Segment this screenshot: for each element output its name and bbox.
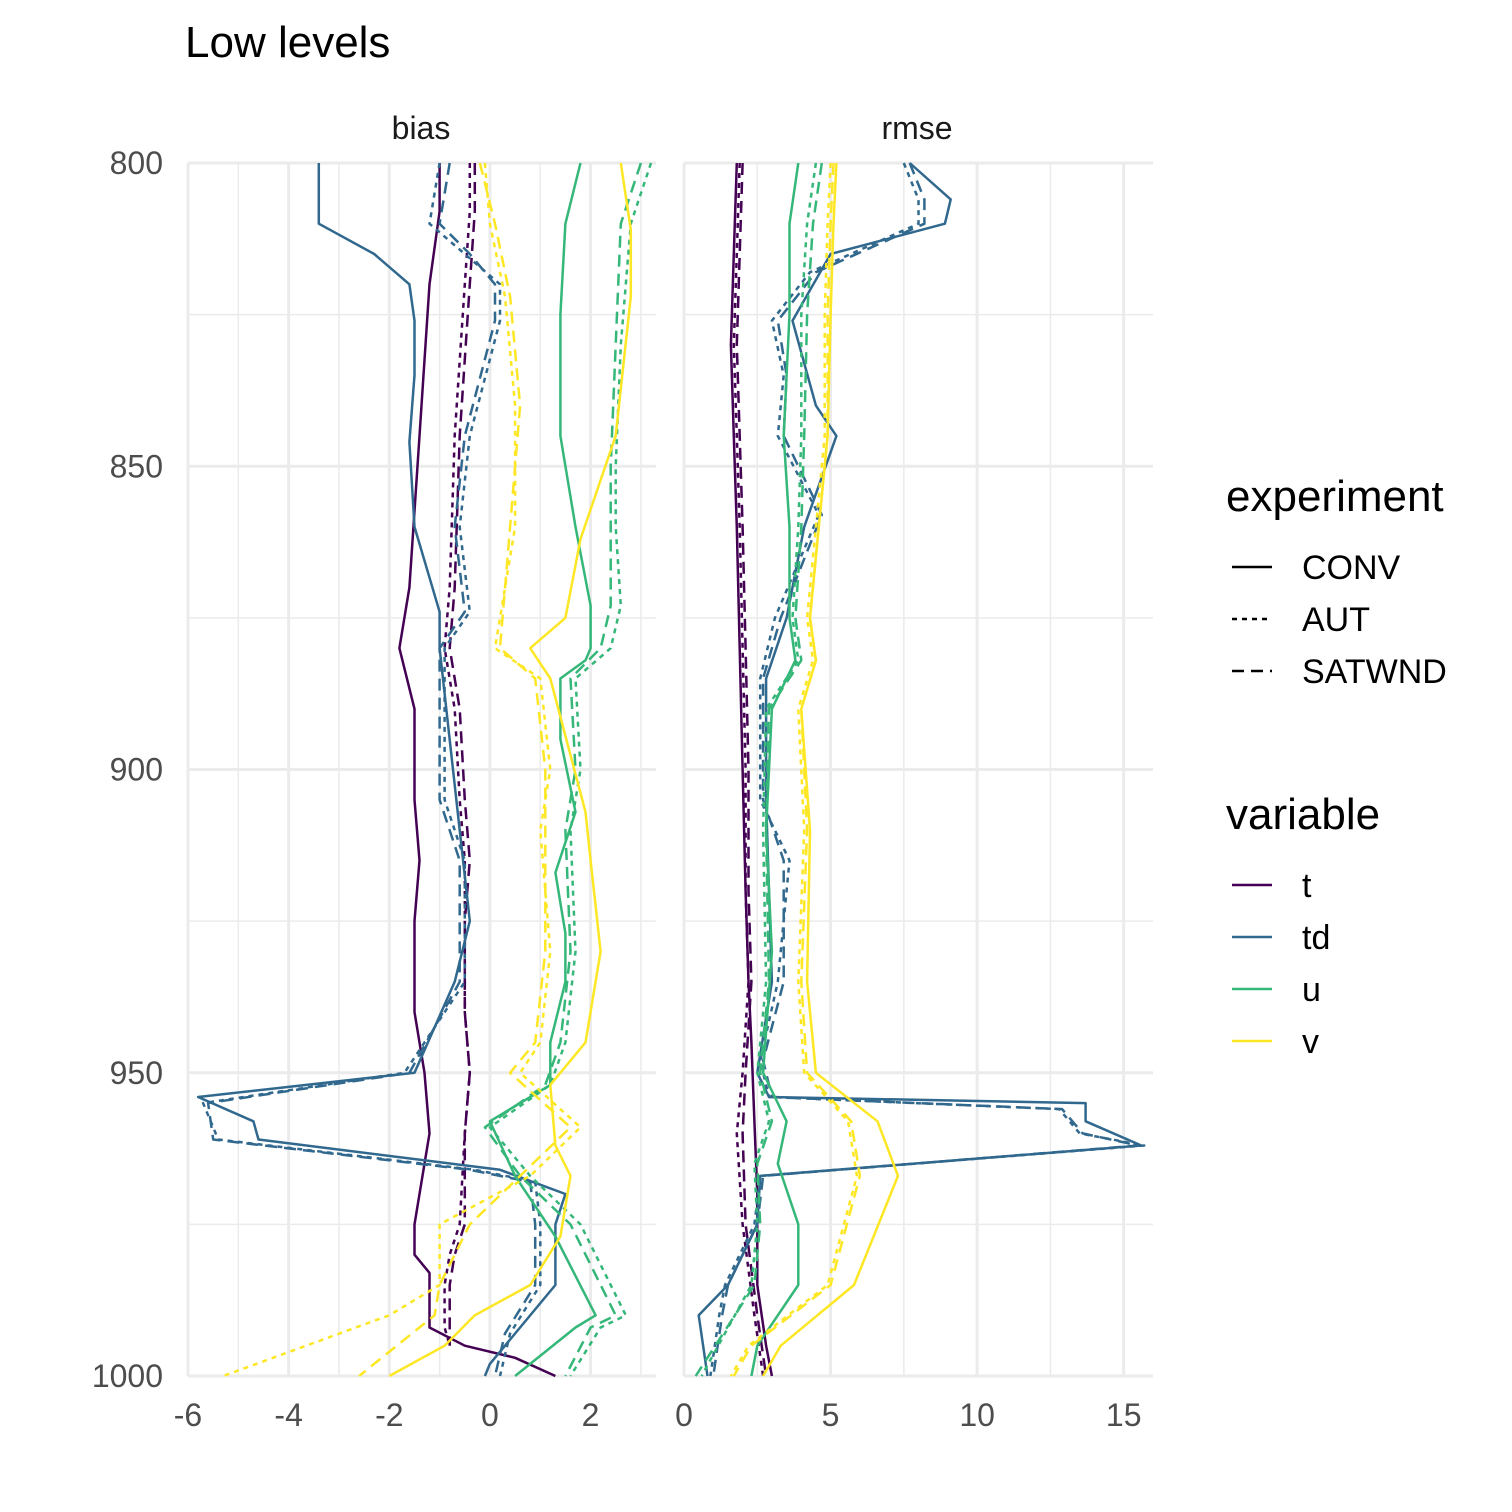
series-rmse-td-aut xyxy=(709,162,1146,1377)
series-bias-td-conv xyxy=(196,163,567,1377)
legend-label-td: td xyxy=(1302,919,1330,957)
y-axis: 800 850 900 950 1000 xyxy=(92,145,163,1394)
legend-label-v: v xyxy=(1302,1023,1319,1061)
x-tick-label-bias: -6 xyxy=(174,1397,202,1433)
x-tick-label-rmse: 15 xyxy=(1106,1397,1142,1433)
series-rmse-t-satwnd xyxy=(735,162,768,1377)
series-bias-t-conv xyxy=(398,163,556,1378)
legend-experiment-title: experiment xyxy=(1226,472,1444,521)
grid-bias xyxy=(186,161,656,1378)
legend-label-aut: AUT xyxy=(1302,601,1370,639)
panel-bias: -6 -4 -2 0 2 xyxy=(174,161,656,1433)
series-rmse-v-aut xyxy=(729,162,859,1377)
legend-label-satwnd: SATWND xyxy=(1302,653,1447,691)
series-rmse-td-satwnd xyxy=(712,162,1140,1377)
series-bias-t-aut xyxy=(443,163,472,1347)
series-rmse-v-conv xyxy=(762,162,900,1377)
x-tick-label-bias: -2 xyxy=(375,1397,403,1433)
legend-variable-title: variable xyxy=(1226,790,1380,839)
series-rmse-u-aut xyxy=(700,162,818,1377)
series-rmse-u-satwnd xyxy=(694,162,824,1377)
legend-variable: variable t td u v xyxy=(1226,790,1380,1061)
facet-label-bias: bias xyxy=(392,110,451,146)
series-bias-v-conv xyxy=(388,162,633,1378)
y-tick-label: 850 xyxy=(110,448,163,484)
series-rmse-u-conv xyxy=(750,162,800,1377)
legend-label-t: t xyxy=(1302,867,1312,905)
x-tick-label-rmse: 0 xyxy=(675,1397,693,1433)
series-bias-u-aut xyxy=(488,162,653,1377)
panel-rmse: 0 5 10 15 xyxy=(675,161,1153,1433)
legend-label-u: u xyxy=(1302,971,1321,1009)
y-tick-label: 800 xyxy=(110,145,163,181)
series-rmse-v-satwnd xyxy=(732,162,862,1377)
x-tick-label-rmse: 5 xyxy=(822,1397,840,1433)
legend-experiment: experiment CONV AUT SATWND xyxy=(1226,472,1447,691)
x-tick-label-bias: 0 xyxy=(481,1397,499,1433)
series-bias-td-satwnd xyxy=(206,162,537,1377)
series-bias-v-satwnd xyxy=(358,162,572,1377)
series-bias-v-aut xyxy=(222,162,582,1378)
y-tick-label: 1000 xyxy=(92,1358,163,1394)
x-tick-label-bias: 2 xyxy=(582,1397,600,1433)
x-tick-label-bias: -4 xyxy=(274,1397,302,1433)
series-bias-u-satwnd xyxy=(483,162,643,1377)
x-tick-label-rmse: 10 xyxy=(959,1397,995,1433)
chart-title: Low levels xyxy=(185,18,390,67)
grid-rmse xyxy=(682,161,1153,1378)
legend-label-conv: CONV xyxy=(1302,549,1401,587)
series-bias-u-conv xyxy=(488,162,597,1377)
facet-label-rmse: rmse xyxy=(881,110,952,146)
y-tick-label: 950 xyxy=(110,1055,163,1091)
y-tick-label: 900 xyxy=(110,752,163,788)
